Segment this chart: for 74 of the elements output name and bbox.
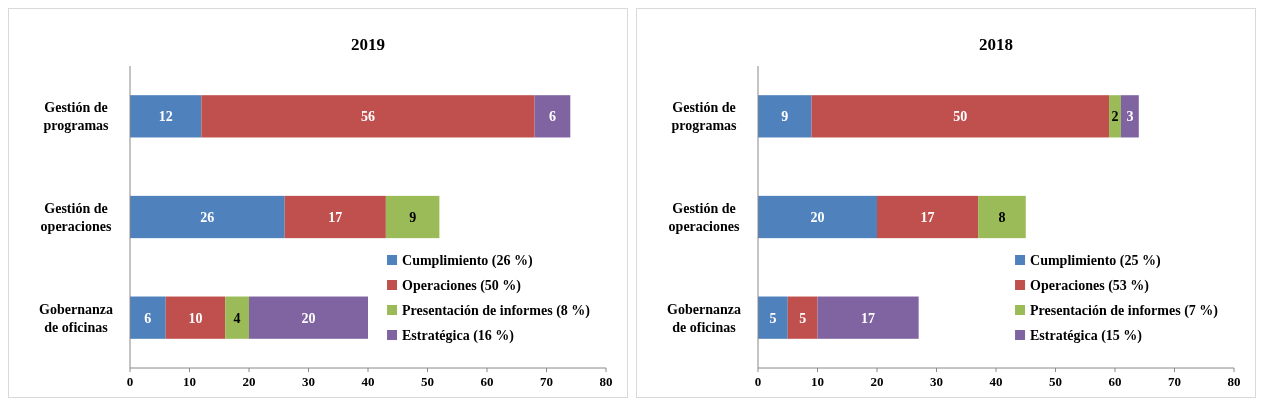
bar bbox=[225, 296, 249, 339]
bar bbox=[249, 296, 368, 339]
data-label: 6 bbox=[144, 310, 152, 326]
chart-title: 2018 bbox=[979, 35, 1013, 54]
data-label: 3 bbox=[1126, 109, 1134, 125]
x-tick-label: 40 bbox=[361, 374, 375, 389]
data-label: 8 bbox=[998, 209, 1006, 225]
bar bbox=[758, 296, 788, 339]
legend-label: Operaciones (53 %) bbox=[1030, 277, 1150, 294]
legend-label: Presentación de informes (8 %) bbox=[402, 302, 591, 319]
data-label: 6 bbox=[548, 109, 556, 125]
x-tick-label: 60 bbox=[1108, 374, 1122, 389]
bar bbox=[1120, 95, 1139, 138]
bar bbox=[877, 195, 979, 239]
bar bbox=[130, 95, 202, 138]
bar bbox=[817, 296, 919, 339]
legend-label: Estratégica (15 %) bbox=[1030, 327, 1143, 344]
data-label: 17 bbox=[920, 209, 935, 225]
x-tick-label: 60 bbox=[480, 374, 494, 389]
x-tick-label: 50 bbox=[421, 374, 434, 389]
y-tick-label: Gestión de programas bbox=[43, 100, 110, 134]
data-label: 20 bbox=[810, 209, 825, 225]
x-tick-label: 50 bbox=[1049, 374, 1062, 389]
data-label: 26 bbox=[200, 209, 215, 225]
x-tick-label: 10 bbox=[183, 374, 196, 389]
bar bbox=[165, 296, 226, 339]
data-label: 5 bbox=[769, 310, 777, 326]
bar bbox=[1109, 95, 1121, 138]
y-tick-label: Gestión de programas bbox=[671, 100, 738, 134]
bar bbox=[534, 95, 571, 138]
bar bbox=[758, 195, 877, 239]
legend-label: Operaciones (50 %) bbox=[402, 277, 522, 294]
x-tick-label: 70 bbox=[540, 374, 553, 389]
x-tick-label: 80 bbox=[1227, 374, 1241, 389]
bar bbox=[201, 95, 535, 138]
x-tick-label: 0 bbox=[126, 374, 134, 389]
data-label: 4 bbox=[233, 310, 241, 326]
x-tick-label: 20 bbox=[870, 374, 884, 389]
legend-label: Cumplimiento (25 %) bbox=[1030, 252, 1162, 269]
data-label: 56 bbox=[361, 109, 375, 125]
data-label: 20 bbox=[301, 310, 316, 326]
data-label: 50 bbox=[953, 109, 968, 125]
data-label: 12 bbox=[158, 109, 173, 125]
x-tick-label: 30 bbox=[302, 374, 315, 389]
y-tick-label: Gestión de operaciones bbox=[668, 200, 740, 234]
legend-label: Estratégica (16 %) bbox=[402, 327, 515, 344]
data-label: 5 bbox=[799, 310, 807, 326]
data-label: 2 bbox=[1111, 109, 1119, 125]
x-tick-label: 20 bbox=[242, 374, 256, 389]
bar bbox=[284, 195, 386, 239]
y-tick-label: Gobernanza de oficinas bbox=[667, 301, 741, 335]
bar bbox=[130, 195, 285, 239]
bar bbox=[978, 195, 1026, 239]
x-tick-label: 80 bbox=[599, 374, 613, 389]
data-label: 17 bbox=[861, 310, 876, 326]
legend-label: Presentación de informes (7 %) bbox=[1030, 302, 1219, 319]
legend-label: Cumplimiento (26 %) bbox=[402, 252, 534, 269]
bar bbox=[758, 95, 812, 138]
y-tick-label: Gobernanza de oficinas bbox=[39, 301, 113, 335]
y-tick-label: Gestión de operaciones bbox=[40, 200, 112, 234]
data-label: 9 bbox=[781, 109, 789, 125]
data-label: 10 bbox=[188, 310, 203, 326]
bar bbox=[787, 296, 818, 339]
bar bbox=[130, 296, 166, 339]
x-tick-label: 0 bbox=[754, 374, 762, 389]
bar bbox=[811, 95, 1110, 138]
x-tick-label: 70 bbox=[1168, 374, 1181, 389]
x-tick-label: 10 bbox=[811, 374, 824, 389]
x-tick-label: 40 bbox=[989, 374, 1003, 389]
bar bbox=[385, 195, 440, 239]
data-label: 17 bbox=[328, 209, 343, 225]
x-tick-label: 30 bbox=[930, 374, 943, 389]
chart-title: 2019 bbox=[351, 35, 385, 54]
data-label: 9 bbox=[409, 209, 417, 225]
